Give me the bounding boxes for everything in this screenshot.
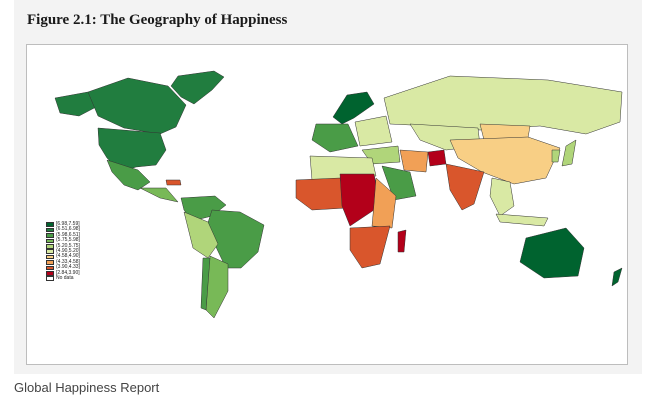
region-eastern-europe — [354, 115, 393, 147]
region-canada — [87, 77, 187, 135]
legend-item: [6.98,7.59] — [46, 221, 80, 227]
legend-label: (5.75,5.98] — [56, 237, 80, 244]
region-australia — [519, 227, 585, 279]
region-arabia — [381, 165, 417, 201]
region-caribbean — [165, 179, 182, 186]
legend-swatch — [46, 276, 54, 281]
legend-item: (4.90,5.20] — [46, 247, 80, 254]
legend-swatch — [46, 233, 54, 238]
legend-item: No data — [46, 274, 80, 281]
legend-swatch — [46, 260, 54, 265]
legend-swatch — [46, 249, 54, 254]
region-chile — [200, 257, 211, 311]
region-western-europe — [311, 123, 359, 153]
region-southern-africa — [349, 225, 391, 269]
legend-label: (4.90,5.20] — [56, 247, 80, 254]
legend-item: (5.75,5.98] — [46, 237, 80, 244]
region-central-africa — [339, 173, 381, 227]
legend-item: (5.98,6.51] — [46, 231, 80, 238]
legend-label: [6.98,7.59] — [56, 221, 80, 227]
figure-title: Figure 2.1: The Geography of Happiness — [27, 12, 288, 28]
legend-label: (4.33,4.58] — [56, 258, 80, 265]
region-japan — [561, 139, 577, 167]
region-peru-bolivia — [183, 211, 219, 259]
legend-swatch — [46, 265, 54, 271]
legend-swatch — [46, 238, 54, 244]
legend-item: (4.58,4.90] — [46, 253, 80, 260]
region-iran — [399, 149, 429, 173]
region-china — [449, 136, 561, 185]
region-indonesia — [495, 213, 549, 227]
region-india — [445, 163, 485, 211]
region-madagascar — [397, 229, 407, 253]
region-mexico — [106, 159, 151, 191]
legend-item: (4.33,4.58] — [46, 258, 80, 265]
legend-label: (5.98,6.51] — [56, 231, 80, 238]
legend-swatch — [46, 270, 54, 276]
region-alaska — [54, 91, 99, 117]
legend-swatch — [46, 243, 54, 249]
image-caption: Global Happiness Report — [14, 380, 160, 395]
map-legend: [6.98,7.59] (6.51,6.98] (5.98,6.51] (5.7… — [46, 221, 80, 281]
region-usa — [97, 127, 167, 173]
region-central-america — [139, 187, 179, 203]
region-afghanistan — [427, 149, 447, 167]
region-west-africa — [295, 177, 347, 211]
region-southeast-asia — [489, 177, 515, 217]
legend-label: (3.90,4.33] — [56, 264, 80, 271]
region-korea — [551, 149, 561, 163]
legend-label: [2.84,3.90] — [56, 269, 80, 276]
legend-item: (6.51,6.98] — [46, 226, 80, 233]
legend-swatch — [46, 222, 54, 227]
legend-item: (5.20,5.75] — [46, 242, 80, 249]
legend-label: (4.58,4.90] — [56, 253, 80, 260]
legend-swatch — [46, 254, 54, 260]
legend-label: (5.20,5.75] — [56, 242, 80, 249]
region-greenland — [170, 70, 225, 105]
legend-swatch — [46, 227, 54, 233]
legend-label: (6.51,6.98] — [56, 226, 80, 233]
region-scandinavia — [332, 91, 375, 125]
legend-item: [2.84,3.90] — [46, 269, 80, 276]
legend-item: (3.90,4.33] — [46, 264, 80, 271]
region-new-zealand — [611, 267, 623, 287]
legend-label: No data — [56, 274, 74, 281]
